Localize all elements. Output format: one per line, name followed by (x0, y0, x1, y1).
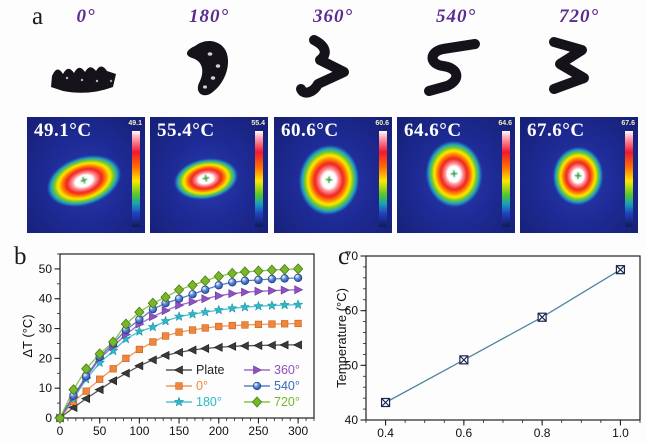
svg-text:250: 250 (248, 424, 268, 438)
svg-text:0.4: 0.4 (377, 426, 394, 440)
twisted-sample-photo-720deg (549, 37, 589, 94)
colorbar-max-label: 67.6 (621, 120, 635, 127)
svg-text:10: 10 (39, 381, 53, 395)
angle-label-180: 180° (188, 6, 230, 27)
thermal-colorbar (625, 131, 633, 227)
svg-text:300: 300 (288, 424, 308, 438)
thermal-colorbar (379, 131, 387, 227)
thermal-hotspot: + (40, 146, 128, 216)
panel-letter-a: a (32, 3, 44, 30)
svg-text:100: 100 (129, 424, 149, 438)
svg-text:540°: 540° (274, 379, 300, 393)
svg-text:150: 150 (169, 424, 189, 438)
panel-letter-b: b (14, 243, 27, 270)
sample-column-720deg: 720° (520, 6, 638, 108)
max-temp-label: 64.6°C (404, 120, 462, 141)
svg-text:0: 0 (45, 411, 52, 425)
sample-column-180deg: 180° (150, 6, 268, 108)
sample-column-0deg: 0° (27, 6, 145, 108)
svg-text:30: 30 (39, 322, 53, 336)
thermal-colorbar (132, 131, 140, 227)
delta-t-vs-time-chart: 0 50 100 150 200 250 300 0 10 20 30 40 50 ΔT (°C) Plat… (20, 253, 315, 438)
thermal-colorbar (502, 131, 510, 227)
colorbar-max-label: 55.4 (251, 120, 265, 127)
svg-text:0.6: 0.6 (456, 426, 473, 440)
colorbar-max-label: 49.1 (128, 120, 142, 127)
colorbar-max-label: 60.6 (375, 120, 389, 127)
svg-text:40: 40 (345, 413, 359, 427)
crosshair-icon: + (77, 171, 90, 189)
sample-column-540deg: 540° (397, 6, 515, 108)
max-temp-label: 55.4°C (157, 120, 215, 141)
thermal-image-0deg: + 49.1°C 49.1 (27, 117, 145, 233)
svg-text:1.0: 1.0 (612, 426, 629, 440)
thermal-hotspot: + (423, 139, 485, 209)
twisted-sample-photo-0deg (51, 66, 116, 93)
svg-text:Temperature (°C): Temperature (°C) (336, 288, 349, 388)
panel-letter-c: c (338, 243, 350, 270)
svg-text:200: 200 (209, 424, 229, 438)
svg-text:50: 50 (345, 358, 359, 372)
thermal-image-540deg: + 64.6°C 64.6 (397, 117, 515, 233)
angle-label-360: 360° (312, 6, 354, 27)
thermal-hotspot: + (295, 142, 363, 218)
crosshair-icon: + (200, 170, 211, 187)
max-temp-label: 60.6°C (281, 120, 339, 141)
svg-text:50: 50 (39, 262, 53, 276)
svg-text:70: 70 (345, 249, 359, 263)
svg-text:50: 50 (93, 424, 107, 438)
svg-text:60: 60 (345, 304, 359, 318)
svg-text:0°: 0° (196, 379, 208, 393)
svg-text:40: 40 (39, 292, 53, 306)
crosshair-icon: + (573, 167, 583, 183)
svg-text:360°: 360° (274, 363, 300, 377)
svg-text:ΔT (°C): ΔT (°C) (20, 314, 35, 357)
angle-label-0: 0° (76, 6, 96, 27)
twisted-sample-photo-360deg (296, 35, 349, 98)
colorbar-max-label: 64.6 (498, 120, 512, 127)
twisted-sample-photo-180deg (186, 40, 229, 96)
twisted-sample-photo-540deg (424, 39, 480, 96)
svg-text:0.8: 0.8 (534, 426, 551, 440)
svg-text:20: 20 (39, 351, 53, 365)
max-temp-label: 49.1°C (34, 120, 92, 141)
thermal-hotspot: + (171, 153, 241, 205)
crosshair-icon: + (324, 171, 334, 188)
thermal-colorbar (255, 131, 263, 227)
thermal-image-720deg: + 67.6°C 67.6 (520, 117, 638, 233)
svg-text:180°: 180° (196, 395, 222, 409)
thermal-image-360deg: + 60.6°C 60.6 (274, 117, 392, 233)
thermal-image-180deg: + 55.4°C 55.4 (150, 117, 268, 233)
thermal-hotspot: + (551, 145, 605, 207)
angle-label-540: 540° (435, 6, 477, 27)
svg-text:720°: 720° (274, 395, 300, 409)
max-temp-label: 67.6°C (527, 120, 585, 141)
sample-column-360deg: 360° (274, 6, 392, 108)
crosshair-icon: + (449, 165, 459, 181)
svg-text:Plate: Plate (196, 363, 225, 377)
svg-text:0: 0 (57, 424, 64, 438)
angle-label-720: 720° (558, 6, 600, 27)
temperature-vs-intensity-chart: 0.4 0.6 0.8 1.0 40 50 60 70 Temperature (°C) (336, 249, 641, 440)
